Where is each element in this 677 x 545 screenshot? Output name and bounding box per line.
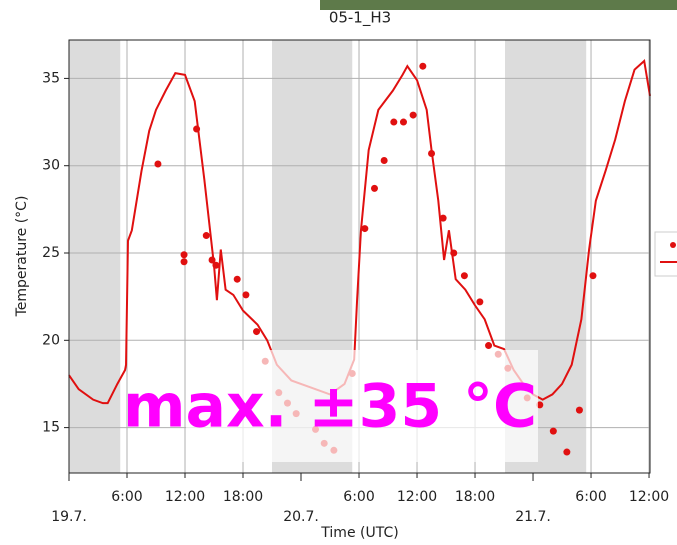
measurement-point xyxy=(399,118,407,126)
y-tick-label: 30 xyxy=(42,158,60,174)
measurement-point xyxy=(202,232,210,240)
measurement-point xyxy=(450,249,458,257)
measurement-point xyxy=(575,406,583,414)
y-tick-label: 15 xyxy=(42,420,60,436)
x-axis-label: Time (UTC) xyxy=(320,525,398,541)
measurement-point xyxy=(476,298,484,306)
x-tick-label: 12:00 xyxy=(629,489,669,505)
y-tick-label: 25 xyxy=(42,245,60,261)
measurement-point xyxy=(154,160,162,168)
measurement-point xyxy=(439,214,447,222)
x-major-tick-label: 20.7. xyxy=(283,509,319,525)
x-tick-label: 6:00 xyxy=(575,489,606,505)
measurement-point xyxy=(253,328,261,336)
x-tick-label: 6:00 xyxy=(343,489,374,505)
measurement-point xyxy=(485,342,493,350)
measurement-point xyxy=(409,111,417,119)
chart-title: 05-1_H3 xyxy=(329,9,391,28)
measurement-point xyxy=(180,258,188,266)
measurement-point xyxy=(361,225,369,233)
measurement-point xyxy=(563,448,571,456)
night-band xyxy=(69,40,121,473)
x-tick-label: 18:00 xyxy=(223,489,263,505)
y-axis-label: Temperature (°C) xyxy=(14,196,30,318)
overlay: max. ±35 °C xyxy=(123,350,538,462)
x-tick-label: 12:00 xyxy=(165,489,205,505)
measurement-point xyxy=(536,401,544,409)
y-tick-label: 20 xyxy=(42,332,60,348)
x-major-tick-label: 19.7. xyxy=(51,509,87,525)
annotation: max. ±35 °C xyxy=(123,372,537,442)
measurement-point xyxy=(180,251,188,259)
measurement-point xyxy=(380,156,388,164)
measurement-point xyxy=(242,291,250,299)
x-tick-label: 18:00 xyxy=(455,489,495,505)
legend-box xyxy=(654,231,677,277)
measurement-point xyxy=(212,261,220,269)
x-tick-label: 6:00 xyxy=(111,489,142,505)
measurement-point xyxy=(233,275,241,283)
legend-marker xyxy=(670,242,676,248)
measurement-point xyxy=(419,62,427,70)
measurement-point xyxy=(460,272,468,280)
measurement-point xyxy=(370,184,378,192)
measurement-point xyxy=(428,149,436,157)
measurement-point xyxy=(390,118,398,126)
background-photo-strip xyxy=(320,0,677,10)
temperature-line xyxy=(68,58,651,405)
overlay-box xyxy=(186,350,538,462)
x-major-tick-label: 21.7. xyxy=(515,509,551,525)
measurement-point xyxy=(549,427,557,435)
plot-frame xyxy=(68,39,651,474)
measurement-point xyxy=(193,125,201,133)
y-tick-label: 35 xyxy=(42,70,60,86)
x-tick-label: 12:00 xyxy=(397,489,437,505)
measurement-point xyxy=(208,256,216,264)
measurement-point xyxy=(589,272,597,280)
